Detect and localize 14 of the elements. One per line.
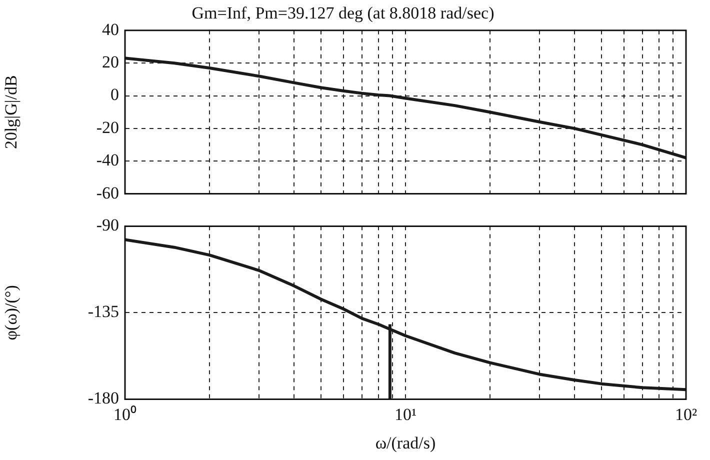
y-axis-title: φ(ω)/(°) <box>2 285 21 340</box>
y-tick-label: -20 <box>96 118 119 137</box>
y-tick-label: -135 <box>88 302 119 322</box>
y-tick-label: 40 <box>102 20 119 39</box>
y-axis-title: 20lg|G|/dB <box>2 75 21 150</box>
x-axis-title: ω/(rad/s) <box>375 433 436 452</box>
y-tick-label: -60 <box>96 183 119 202</box>
x-tick-label: 10¹ <box>394 404 417 424</box>
y-tick-label: -90 <box>96 216 119 235</box>
x-tick-label: 10² <box>674 404 698 424</box>
chart-title: Gm=Inf, Pm=39.127 deg (at 8.8018 rad/sec) <box>192 4 494 23</box>
y-tick-label: 0 <box>110 85 119 104</box>
y-tick-label: -40 <box>96 150 119 170</box>
y-tick-label: 20 <box>102 52 119 72</box>
